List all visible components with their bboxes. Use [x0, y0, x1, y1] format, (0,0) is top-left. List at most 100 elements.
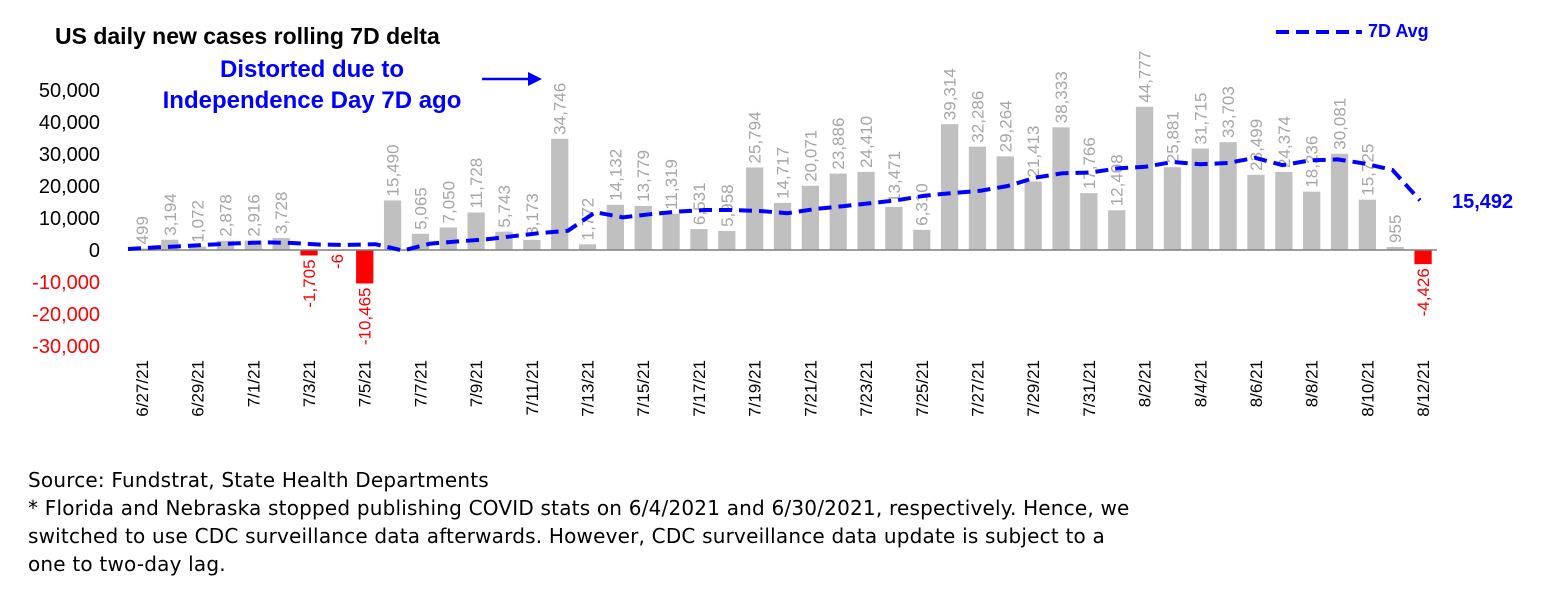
y-tick-label: 40,000 — [39, 112, 100, 134]
bar — [1219, 142, 1237, 250]
bar — [551, 138, 569, 250]
x-tick-label: 8/8/21 — [1303, 360, 1322, 407]
bar-data-label: 25,881 — [1163, 111, 1182, 163]
x-tick-label: 7/31/21 — [1080, 360, 1099, 417]
bar — [1135, 106, 1154, 251]
bar — [1330, 153, 1349, 250]
bar — [1108, 210, 1126, 250]
bar-data-label: 6,531 — [690, 183, 709, 226]
bar — [1358, 199, 1377, 250]
bar — [1386, 246, 1404, 250]
bar — [1163, 167, 1182, 250]
bar-data-label: 5,065 — [411, 187, 430, 230]
x-tick-label: 7/23/21 — [857, 360, 876, 417]
bar-data-label: 39,314 — [941, 68, 960, 120]
x-tick-label: 7/1/21 — [244, 360, 263, 407]
bar — [606, 204, 625, 250]
bar — [1247, 174, 1265, 250]
bar-data-label: 14,717 — [774, 147, 793, 199]
bar — [495, 231, 513, 250]
bar — [746, 167, 764, 250]
bar-labels: 499 3,194 1,072 2,878 2,916 3,728 -1,705 -6 -10,… — [133, 51, 1433, 345]
bar-data-label: 2,916 — [244, 194, 263, 237]
bar — [857, 171, 875, 250]
bar-data-label: 3,194 — [161, 193, 180, 236]
x-tick-label: 6/29/21 — [189, 360, 208, 417]
x-tick-label: 7/27/21 — [968, 360, 987, 417]
source-text: Source: Fundstrat, State Health Departme… — [28, 468, 489, 492]
x-tick-label: 7/13/21 — [579, 360, 598, 417]
bar — [188, 246, 207, 250]
x-tick-label: 8/6/21 — [1247, 360, 1266, 407]
bar — [1191, 148, 1209, 250]
bar — [272, 238, 290, 250]
bar-data-label: 499 — [133, 216, 152, 244]
bar-data-label: 30,081 — [1331, 98, 1350, 150]
x-tick-label: 7/9/21 — [467, 360, 486, 407]
x-tick-label: 7/19/21 — [746, 360, 765, 417]
bar — [996, 156, 1014, 250]
bar-data-label: 14,132 — [606, 149, 625, 201]
bar-data-label: -4,426 — [1414, 268, 1433, 316]
bar — [773, 202, 792, 250]
x-tick-label: 7/25/21 — [913, 360, 932, 417]
bar-data-label: 5,958 — [718, 184, 737, 227]
y-tick-label: 30,000 — [39, 144, 100, 166]
y-tick-label: -10,000 — [32, 272, 100, 294]
bar-data-label: 29,264 — [996, 100, 1015, 152]
y-axis: -30,000 -20,000 -10,000 0 10,000 20,000 30,000… — [32, 80, 100, 358]
y-tick-label: 50,000 — [39, 80, 100, 102]
bar — [968, 146, 987, 250]
bar-data-label: 13,471 — [885, 151, 904, 203]
x-tick-label: 8/2/21 — [1136, 360, 1155, 407]
bar — [885, 206, 903, 250]
x-tick-label: 7/5/21 — [356, 360, 375, 407]
bar — [801, 185, 819, 250]
x-tick-label: 8/4/21 — [1191, 360, 1210, 407]
bar — [216, 240, 235, 250]
y-tick-label: 10,000 — [39, 208, 100, 230]
footer: Source: Fundstrat, State Health Departme… — [28, 466, 1468, 578]
x-tick-label: 6/27/21 — [133, 360, 152, 417]
bar-data-label: 3,728 — [272, 192, 291, 235]
bar-data-label: 24,374 — [1275, 116, 1294, 168]
bar — [467, 212, 485, 250]
bar — [690, 229, 708, 250]
bar-data-label: 15,490 — [384, 144, 403, 196]
x-tick-label: 7/29/21 — [1024, 360, 1043, 417]
bar-data-label: 1,072 — [189, 200, 208, 243]
bar — [940, 124, 959, 250]
annotation-arrow — [482, 72, 542, 86]
bar — [300, 250, 318, 256]
bar — [1303, 191, 1321, 250]
x-tick-label: 7/7/21 — [411, 360, 430, 407]
bar-data-label: 955 — [1386, 215, 1405, 243]
bar-data-label: -6 — [328, 254, 347, 269]
bar-data-label: 6,310 — [913, 183, 932, 226]
legend-label: 7D Avg — [1368, 21, 1429, 41]
bar-data-label: 11,728 — [467, 158, 486, 209]
note-line-2: switched to use CDC surveillance data af… — [28, 524, 1105, 548]
x-tick-label: 7/11/21 — [523, 360, 542, 415]
bar-data-label: 24,410 — [857, 116, 876, 168]
bar-data-label: 7,050 — [439, 181, 458, 224]
annotation-line-1: Distorted due to — [220, 56, 404, 83]
x-tick-label: 7/21/21 — [801, 360, 820, 417]
bar-data-label: 38,333 — [1052, 71, 1071, 123]
bar-data-label: 5,743 — [495, 185, 514, 228]
x-tick-label: 7/15/21 — [634, 360, 653, 417]
bars — [133, 106, 1432, 284]
bar — [1275, 172, 1293, 250]
bar — [439, 227, 457, 250]
y-tick-label: 20,000 — [39, 176, 100, 198]
bar — [578, 244, 597, 250]
bar-data-label: 18,236 — [1303, 136, 1322, 188]
bar-data-label: 44,777 — [1136, 51, 1155, 103]
bar-data-label: 3,173 — [523, 193, 542, 236]
bar — [1052, 127, 1070, 250]
bar — [913, 229, 931, 250]
bar — [634, 205, 652, 250]
bar-data-label: 34,746 — [551, 83, 570, 135]
legend: 7D Avg — [1276, 21, 1429, 41]
bar-data-label: 32,286 — [968, 91, 987, 143]
